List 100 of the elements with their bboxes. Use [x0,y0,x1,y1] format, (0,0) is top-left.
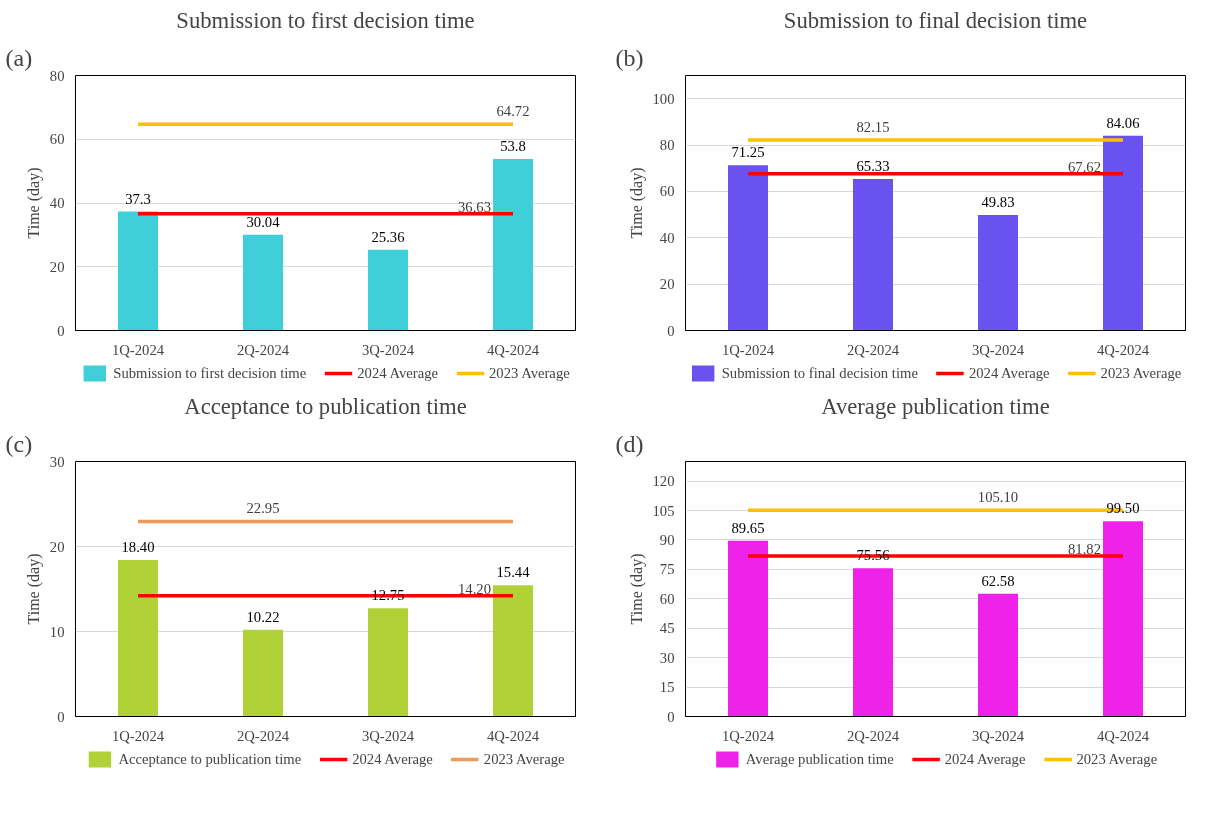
x-tick-label: 4Q-2024 [486,727,540,744]
bar [978,214,1018,331]
legend-label: 2023 Average [483,750,565,768]
y-tick-label: 40 [659,229,675,246]
data-label: 30.04 [246,213,281,230]
y-tick-label: 0 [667,322,675,339]
x-tick-label: 2Q-2024 [236,727,290,744]
y-axis-title: Time (day) [24,553,43,625]
y-tick-label: 0 [667,708,675,725]
y-tick-label: 80 [659,137,675,154]
data-label: 67.62 [1068,158,1102,175]
bar [728,540,768,717]
data-label: 65.33 [856,158,890,175]
y-tick-label: 60 [659,183,675,200]
y-tick-label: 60 [659,590,675,607]
y-tick-label: 20 [49,538,65,555]
x-tick-label: 1Q-2024 [111,727,165,744]
legend-label: 2023 Average [488,364,570,382]
legend-label: Acceptance to publication time [118,750,302,768]
bar [853,179,893,331]
x-tick-label: 1Q-2024 [721,341,775,358]
y-tick-label: 40 [49,195,65,211]
legend-label: 2024 Average [944,750,1026,768]
bar [243,234,283,331]
data-label: 53.8 [500,138,526,155]
legend-label: 2024 Average [357,364,438,382]
data-label: 15.44 [496,564,531,581]
x-tick-label: 4Q-2024 [1096,727,1150,744]
data-label: 81.82 [1068,541,1102,558]
x-tick-label: 3Q-2024 [361,727,415,744]
y-tick-label: 100 [652,90,675,107]
y-axis-title: Time (day) [627,167,646,239]
y-tick-label: 15 [659,679,675,696]
y-tick-label: 20 [659,276,675,293]
chart-title: Average publication time [821,393,1050,419]
data-label: 82.15 [856,119,890,136]
bar [243,629,283,717]
data-label: 71.25 [731,144,765,161]
y-tick-label: 120 [652,473,675,490]
y-tick-label: 45 [659,620,675,637]
x-tick-label: 3Q-2024 [971,341,1025,358]
x-tick-label: 4Q-2024 [486,341,540,358]
y-axis-title: Time (day) [627,553,646,625]
bar [978,593,1018,717]
chart-title: Submission to first decision time [176,7,475,33]
data-label: 99.50 [1106,500,1140,517]
bar [368,249,408,331]
data-label: 64.72 [496,103,530,120]
data-label: 25.36 [371,228,405,245]
y-tick-label: 10 [49,623,65,640]
chart-title: Submission to final decision time [783,7,1088,33]
legend-label: 2024 Average [352,750,433,768]
data-label: 49.83 [981,193,1015,210]
x-tick-label: 4Q-2024 [1096,341,1150,358]
data-label: 18.40 [121,539,155,556]
x-tick-label: 2Q-2024 [846,341,900,358]
legend-label: Submission to first decision time [113,364,307,382]
data-label: 105.10 [977,489,1019,506]
data-label: 89.65 [731,519,765,536]
y-tick-label: 105 [652,502,675,519]
y-tick-label: 30 [49,453,65,470]
text: (b) [615,44,644,71]
text: (d) [615,430,644,457]
data-label: 84.06 [1106,114,1140,131]
y-axis-title: Time (day) [24,167,43,239]
data-label: 62.58 [981,572,1015,589]
chart-title: Acceptance to publication time [184,393,467,419]
x-tick-label: 1Q-2024 [721,727,775,744]
bar [118,211,158,331]
bar [118,560,158,717]
y-tick-label: 60 [49,131,65,148]
y-tick-label: 80 [49,67,65,84]
bar [493,159,533,331]
text: (c) [5,430,33,457]
bar [728,165,768,331]
bar [853,568,893,717]
bar [1103,521,1143,717]
x-tick-label: 1Q-2024 [111,341,165,358]
legend-label: 2024 Average [968,364,1050,382]
x-tick-label: 3Q-2024 [361,341,415,358]
x-tick-label: 2Q-2024 [236,341,290,358]
bar [1103,135,1143,331]
x-tick-label: 2Q-2024 [846,727,900,744]
data-label: 37.3 [125,190,151,207]
y-tick-label: 30 [659,649,675,666]
y-tick-label: 20 [49,258,65,275]
data-label: 36.63 [458,198,492,215]
x-tick-label: 3Q-2024 [971,727,1025,744]
y-tick-label: 75 [659,561,675,578]
text: (a) [5,44,33,71]
data-label: 14.20 [458,580,492,597]
bar [368,608,408,717]
y-tick-label: 0 [57,708,65,725]
data-label: 10.22 [246,608,280,625]
legend-label: Submission to final decision time [721,364,918,382]
legend-label: Average publication time [745,750,894,768]
y-tick-label: 0 [57,322,65,339]
y-tick-label: 90 [659,531,675,548]
bar [493,585,533,717]
legend-label: 2023 Average [1076,750,1158,768]
